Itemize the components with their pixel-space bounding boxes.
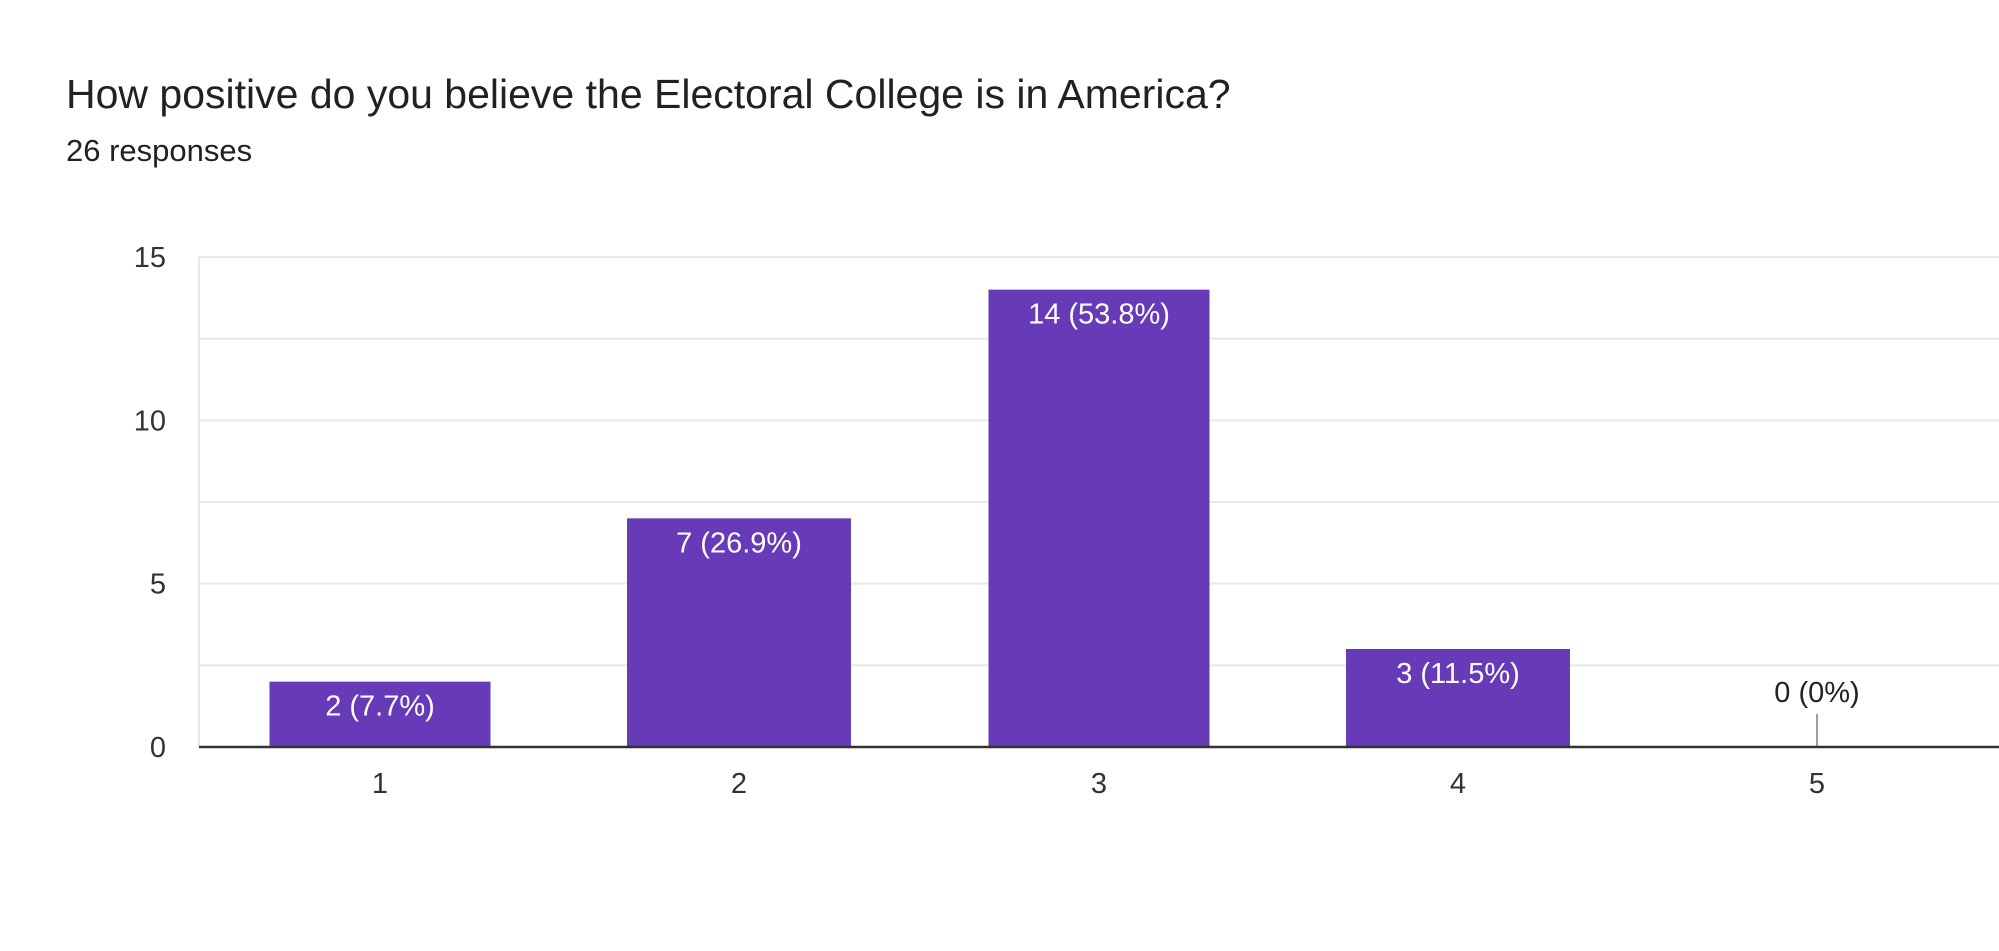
x-tick-label: 5 — [1809, 768, 1825, 800]
y-tick-label: 15 — [134, 242, 166, 274]
bar-2 — [627, 518, 851, 747]
data-label: 3 (11.5%) — [1396, 658, 1520, 690]
data-label: 14 (53.8%) — [1028, 299, 1170, 331]
response-count: 26 responses — [66, 133, 253, 168]
data-label: 2 (7.7%) — [325, 691, 435, 723]
labels: 0 5 10 15 2 (7.7%) 1 7 (26.9%) 2 14 (53.8%) 3 3 (1… — [134, 242, 1860, 800]
y-tick-label: 10 — [134, 405, 166, 437]
x-tick-label: 2 — [731, 768, 747, 800]
x-tick-label: 1 — [372, 768, 388, 800]
question-title: How positive do you believe the Electora… — [66, 71, 1231, 117]
axes — [198, 257, 1999, 749]
bar-3 — [988, 289, 1210, 747]
data-label: 0 (0%) — [1774, 677, 1859, 709]
x-tick-label: 3 — [1091, 768, 1107, 800]
x-tick-label: 4 — [1450, 768, 1466, 800]
data-label: 7 (26.9%) — [676, 527, 802, 559]
bar-4 — [1346, 649, 1570, 747]
bar-1 — [269, 681, 491, 747]
y-tick-label: 0 — [150, 732, 166, 764]
bars — [269, 289, 1818, 747]
y-tick-label: 5 — [150, 569, 166, 601]
